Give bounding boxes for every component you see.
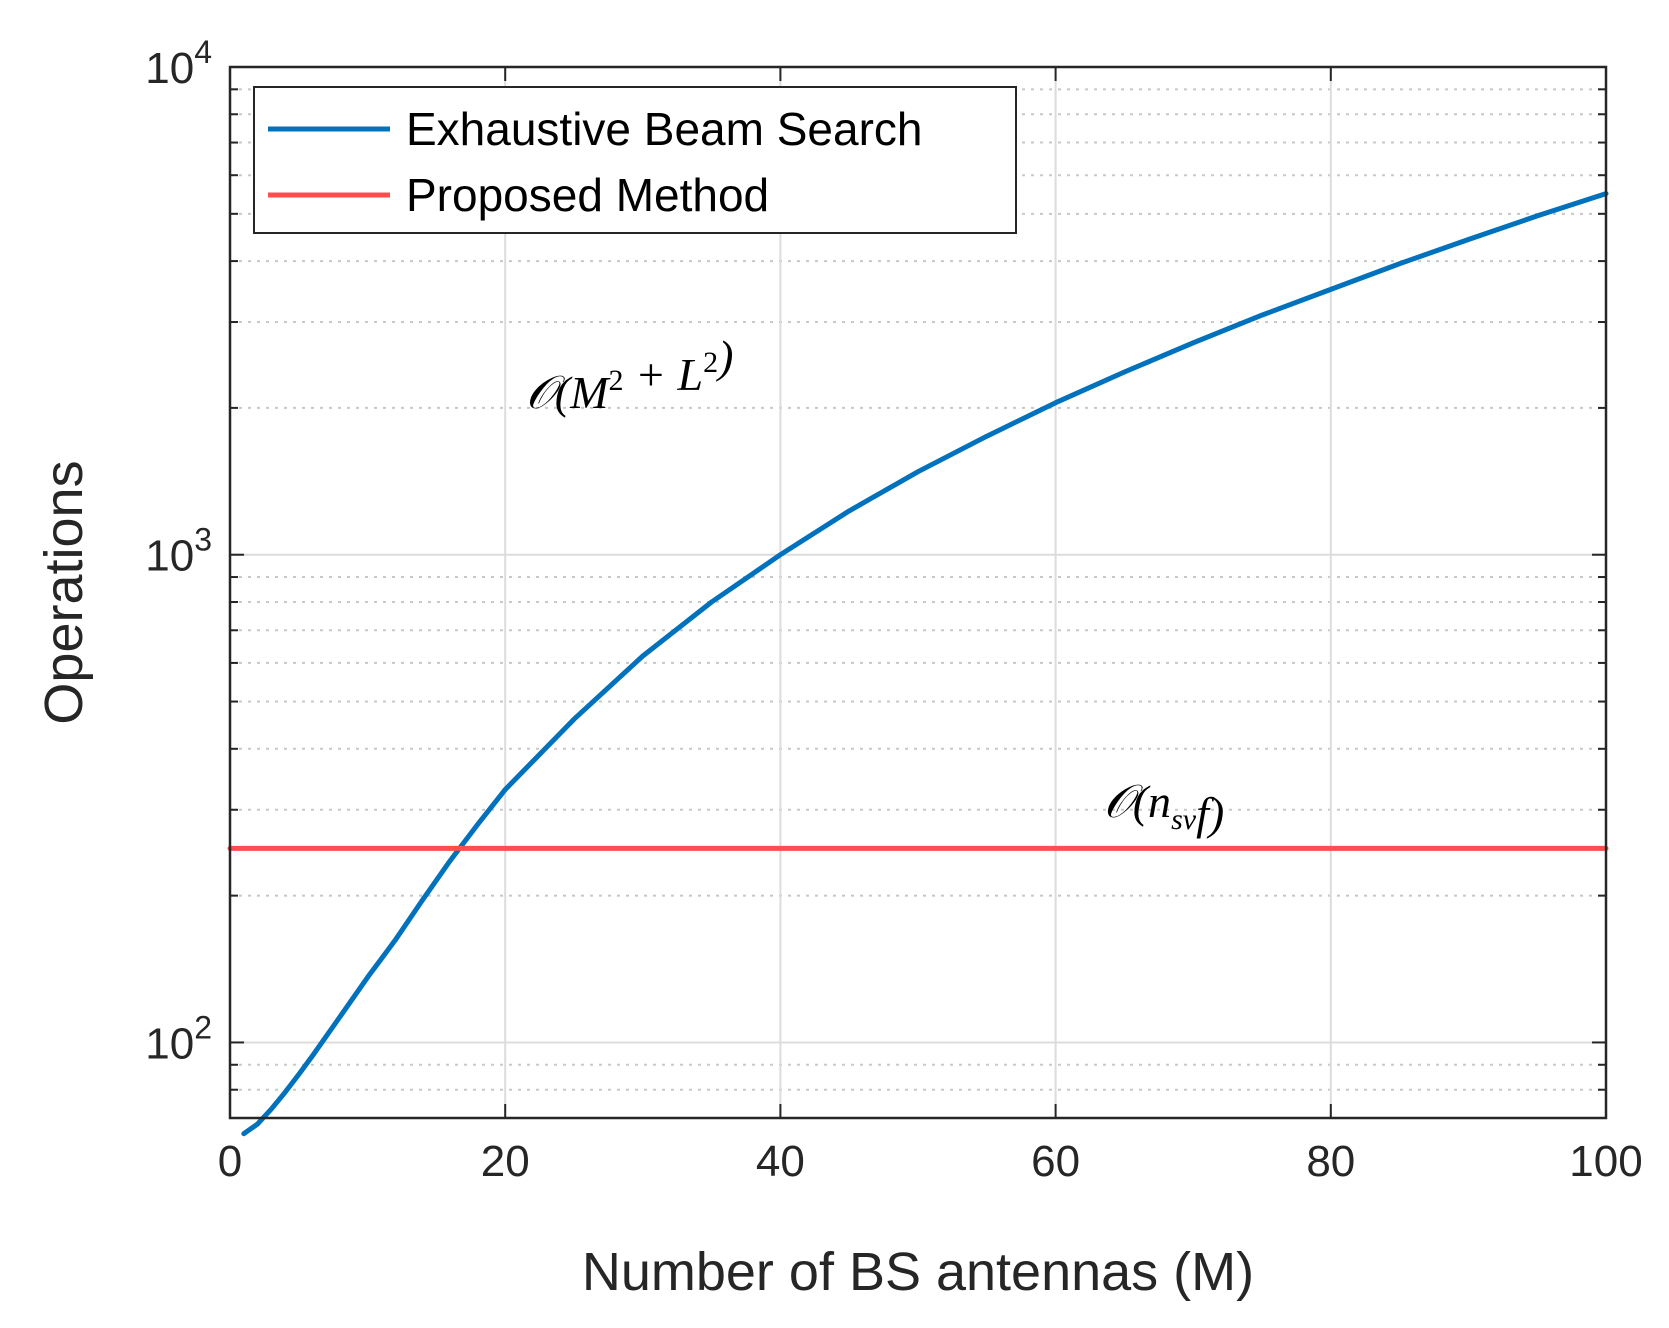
x-tick-label: 80: [1306, 1137, 1355, 1186]
ticks: [229, 66, 1607, 1119]
y-tick-label: 102: [145, 1009, 212, 1068]
plot-area: [230, 67, 1606, 1118]
x-tick-label: 20: [481, 1137, 530, 1186]
legend: Exhaustive Beam Search Proposed Method: [253, 86, 1017, 234]
x-tick-label: 40: [756, 1137, 805, 1186]
legend-box: [253, 86, 1017, 234]
legend-label-2: Proposed Method: [406, 169, 769, 221]
legend-label-1: Exhaustive Beam Search: [406, 103, 923, 155]
y-tick-label: 104: [145, 34, 212, 93]
x-tick-label: 60: [1031, 1137, 1080, 1186]
x-tick-label: 0: [218, 1137, 242, 1186]
series-line-1: [241, 191, 1609, 1137]
axes-frame: [228, 65, 1608, 1120]
y-axis-label: Operations: [34, 460, 94, 724]
axes-box: [228, 65, 1608, 1120]
x-tick-label: 100: [1569, 1137, 1642, 1186]
complexity-annotation-1: 𝒪(M2 + L2): [526, 331, 734, 418]
annotations: 𝒪(M2 + L2) 𝒪(nsvf): [526, 331, 1224, 839]
tick-labels: 0 20 40 60 80 100 102 103 104: [145, 34, 1642, 1186]
y-tick-label: 103: [145, 522, 212, 581]
x-axis-label: Number of BS antennas (M): [582, 1242, 1254, 1302]
series-layer: [227, 191, 1609, 1137]
complexity-annotation-2: 𝒪(nsvf): [1104, 776, 1224, 839]
